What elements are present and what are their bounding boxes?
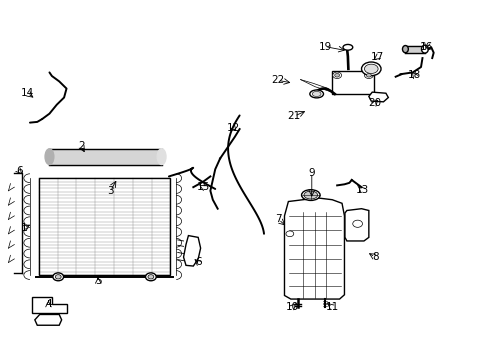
Text: 18: 18 bbox=[407, 70, 420, 80]
Ellipse shape bbox=[301, 190, 320, 201]
Text: 15: 15 bbox=[196, 182, 209, 192]
Polygon shape bbox=[35, 315, 61, 325]
Text: 13: 13 bbox=[355, 185, 368, 195]
Text: 21: 21 bbox=[287, 111, 300, 121]
Text: 8: 8 bbox=[371, 252, 378, 262]
Text: 14: 14 bbox=[21, 88, 34, 98]
Ellipse shape bbox=[304, 191, 317, 199]
Ellipse shape bbox=[157, 149, 165, 165]
Ellipse shape bbox=[285, 231, 293, 237]
Text: 1: 1 bbox=[21, 224, 27, 233]
Ellipse shape bbox=[366, 73, 370, 77]
Polygon shape bbox=[32, 297, 66, 313]
Bar bbox=[331, 71, 373, 94]
Ellipse shape bbox=[364, 72, 372, 78]
Text: 5: 5 bbox=[95, 276, 102, 286]
Text: 3: 3 bbox=[107, 186, 114, 196]
Text: 19: 19 bbox=[318, 42, 331, 51]
Text: 11: 11 bbox=[325, 302, 338, 312]
Text: 4: 4 bbox=[45, 299, 52, 309]
Text: 12: 12 bbox=[227, 123, 240, 133]
Polygon shape bbox=[344, 209, 368, 241]
Ellipse shape bbox=[145, 273, 156, 281]
Text: 20: 20 bbox=[368, 98, 381, 108]
Text: 10: 10 bbox=[285, 302, 298, 312]
Polygon shape bbox=[284, 198, 344, 299]
Polygon shape bbox=[183, 235, 200, 266]
Ellipse shape bbox=[361, 62, 380, 76]
Ellipse shape bbox=[309, 90, 323, 98]
Ellipse shape bbox=[421, 45, 427, 53]
Ellipse shape bbox=[148, 275, 154, 279]
Ellipse shape bbox=[55, 275, 61, 279]
Ellipse shape bbox=[332, 72, 341, 78]
Polygon shape bbox=[368, 92, 387, 102]
Text: 9: 9 bbox=[308, 168, 314, 178]
Ellipse shape bbox=[364, 64, 377, 73]
Text: 17: 17 bbox=[370, 52, 383, 62]
Text: 7: 7 bbox=[275, 215, 282, 224]
Ellipse shape bbox=[402, 45, 407, 53]
Ellipse shape bbox=[45, 149, 54, 165]
Text: 6: 6 bbox=[16, 166, 22, 176]
Ellipse shape bbox=[342, 44, 352, 50]
Text: 2: 2 bbox=[78, 141, 84, 151]
Ellipse shape bbox=[312, 91, 321, 96]
Text: 6: 6 bbox=[194, 257, 201, 267]
Ellipse shape bbox=[53, 273, 63, 281]
Ellipse shape bbox=[334, 73, 339, 77]
Text: 16: 16 bbox=[419, 42, 432, 51]
Bar bbox=[39, 178, 170, 275]
Ellipse shape bbox=[352, 220, 362, 227]
Text: 22: 22 bbox=[270, 75, 284, 85]
